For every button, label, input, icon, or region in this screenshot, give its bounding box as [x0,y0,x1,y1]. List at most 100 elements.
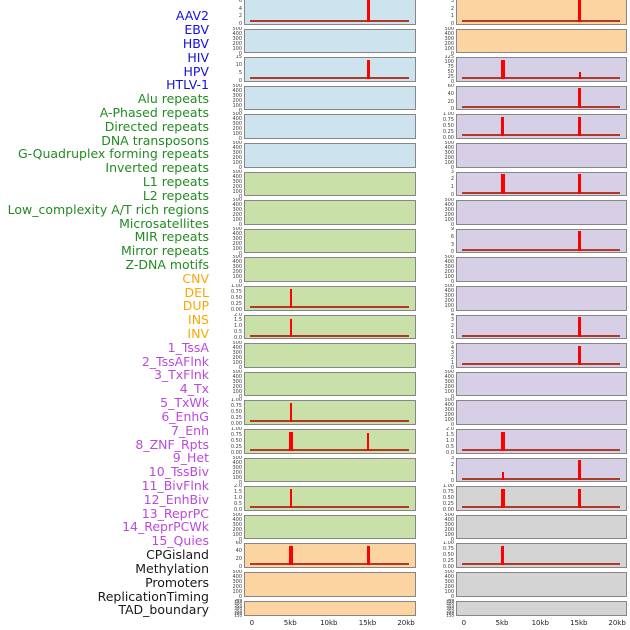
y-tick-label: 0.75 [230,403,242,410]
y-tick-label: 100 [444,274,454,281]
y-tick-label: 200 [232,240,242,247]
density-spike [500,431,505,452]
y-tick-label: 200 [446,611,454,617]
y-tick-label: 400 [232,87,242,94]
y-tick-label: 0.75 [230,431,242,438]
y-tick-label: 0 [450,106,454,113]
feature-panel-microsatellites [244,429,416,454]
y-tick-label: 300 [444,579,454,585]
density-spike [289,402,292,423]
y-axis-ticks: 500 400 300 200 100 0 [426,284,454,313]
feature-label-hpv: HPV [183,63,210,79]
y-axis-ticks: 500 400 300 200 100 0 [426,255,454,284]
feature-panel-cnv [244,543,416,568]
density-spike [289,488,292,509]
y-tick-label: 200 [444,526,454,533]
feature-panel-l2-repeats [244,371,416,397]
y-tick-label: 100 [232,131,242,138]
y-tick-label: 100 [232,589,242,595]
y-tick-label: 1 [450,360,454,367]
density-spike [578,231,582,251]
y-tick-label: 300 [444,293,454,299]
y-tick-label: 400 [232,145,242,151]
feature-label-a-phased-repeats: A-Phased repeats [99,105,209,120]
y-tick-label: 400 [444,30,454,37]
y-tick-label: 200 [444,584,454,590]
y-tick-label: 300 [232,92,242,99]
y-tick-label: 0 [238,50,242,56]
y-axis-ticks: 500 400 300 200 100 0 [426,570,454,599]
y-tick-label: 0.25 [442,558,454,565]
feature-label-dna-transposons: DNA transposons [101,132,209,148]
density-baseline [462,105,621,108]
y-tick-label: 500 [232,169,242,175]
y-axis-ticks: 1.00 0.75 0.50 0.25 0.00 [214,284,242,313]
y-tick-label: 2 [450,323,454,330]
feature-label-mirror-repeats: Mirror repeats [120,243,209,259]
feature-label-mir-repeats: MIR repeats [134,229,209,245]
feature-panel-g-quadruplex-forming-repeats [244,286,416,311]
y-tick-label: 0.50 [230,294,242,301]
y-tick-label: 0.25 [442,129,454,136]
density-spike [367,59,370,80]
feature-panel-replicationtiming [456,572,627,597]
y-tick-label: 100 [232,188,242,195]
x-axis-tick-label: 0 [249,619,255,627]
y-tick-label: 9 [450,226,454,232]
y-tick-label: 1 [450,13,454,20]
feature-panel-15-quies [456,457,627,483]
feature-panel-12-enhbiv [456,371,627,397]
feature-label-promoters: Promoters [145,574,209,590]
y-tick-label: 0 [450,192,454,199]
density-spike [578,460,581,480]
y-tick-label: 200 [232,155,242,161]
y-tick-label: 300 [232,350,242,357]
y-tick-label: 100 [232,388,242,395]
y-tick-label: 500 [232,455,242,461]
y-axis-ticks: 500 400 300 200 100 0 [214,570,242,599]
feature-panel-7-enh [456,228,627,254]
y-tick-label: 450 [234,599,242,604]
y-tick-label: 200 [232,126,242,133]
y-tick-label: 400 [232,259,242,266]
density-baseline [462,20,621,23]
feature-label-3-txflnk: 3_TxFlnk [153,367,209,383]
y-tick-label: 500 [444,284,454,289]
feature-label-ins: INS [188,312,209,328]
y-tick-label: 500 [444,26,454,32]
y-tick-label: 200 [232,469,242,476]
y-tick-label: 400 [234,601,242,607]
y-tick-label: 0.25 [230,443,242,450]
density-spike [578,88,582,108]
feature-panel-11-bivflnk [456,343,627,368]
y-axis-ticks: 500 400 300 200 100 0 [426,27,454,56]
feature-label-cpgisland: CPGisland [146,547,209,563]
feature-label-inverted-repeats: Inverted repeats [105,160,209,176]
y-tick-label: 300 [232,207,242,214]
x-axis-tick-label: 20kb [397,619,415,627]
y-tick-label: 200 [232,383,242,390]
feature-label-ebv: EBV [184,22,209,38]
y-tick-label: 0.0 [234,506,242,513]
feature-panel-inverted-repeats [244,314,416,340]
y-tick-label: 0 [450,365,454,370]
y-tick-label: 250 [446,608,454,614]
y-tick-label: 0 [238,393,242,399]
y-tick-label: 0 [238,279,242,284]
y-tick-label: 200 [232,269,242,276]
y-tick-label: 400 [232,574,242,580]
y-tick-label: 300 [232,121,242,128]
y-tick-label: 0 [238,136,242,141]
feature-label-low-complexity-a-t-rich-regions: Low_complexity A/T rich regions [7,201,209,217]
y-tick-label: 400 [232,202,242,209]
y-tick-label: 0 [238,20,242,27]
y-tick-label: 1 [450,470,454,477]
y-tick-label: 25 [447,74,454,81]
density-spike [501,472,504,480]
y-tick-label: 0 [450,50,454,56]
y-tick-label: 20 [235,556,242,563]
y-tick-label: 0 [238,165,242,170]
y-tick-label: 400 [444,202,454,209]
